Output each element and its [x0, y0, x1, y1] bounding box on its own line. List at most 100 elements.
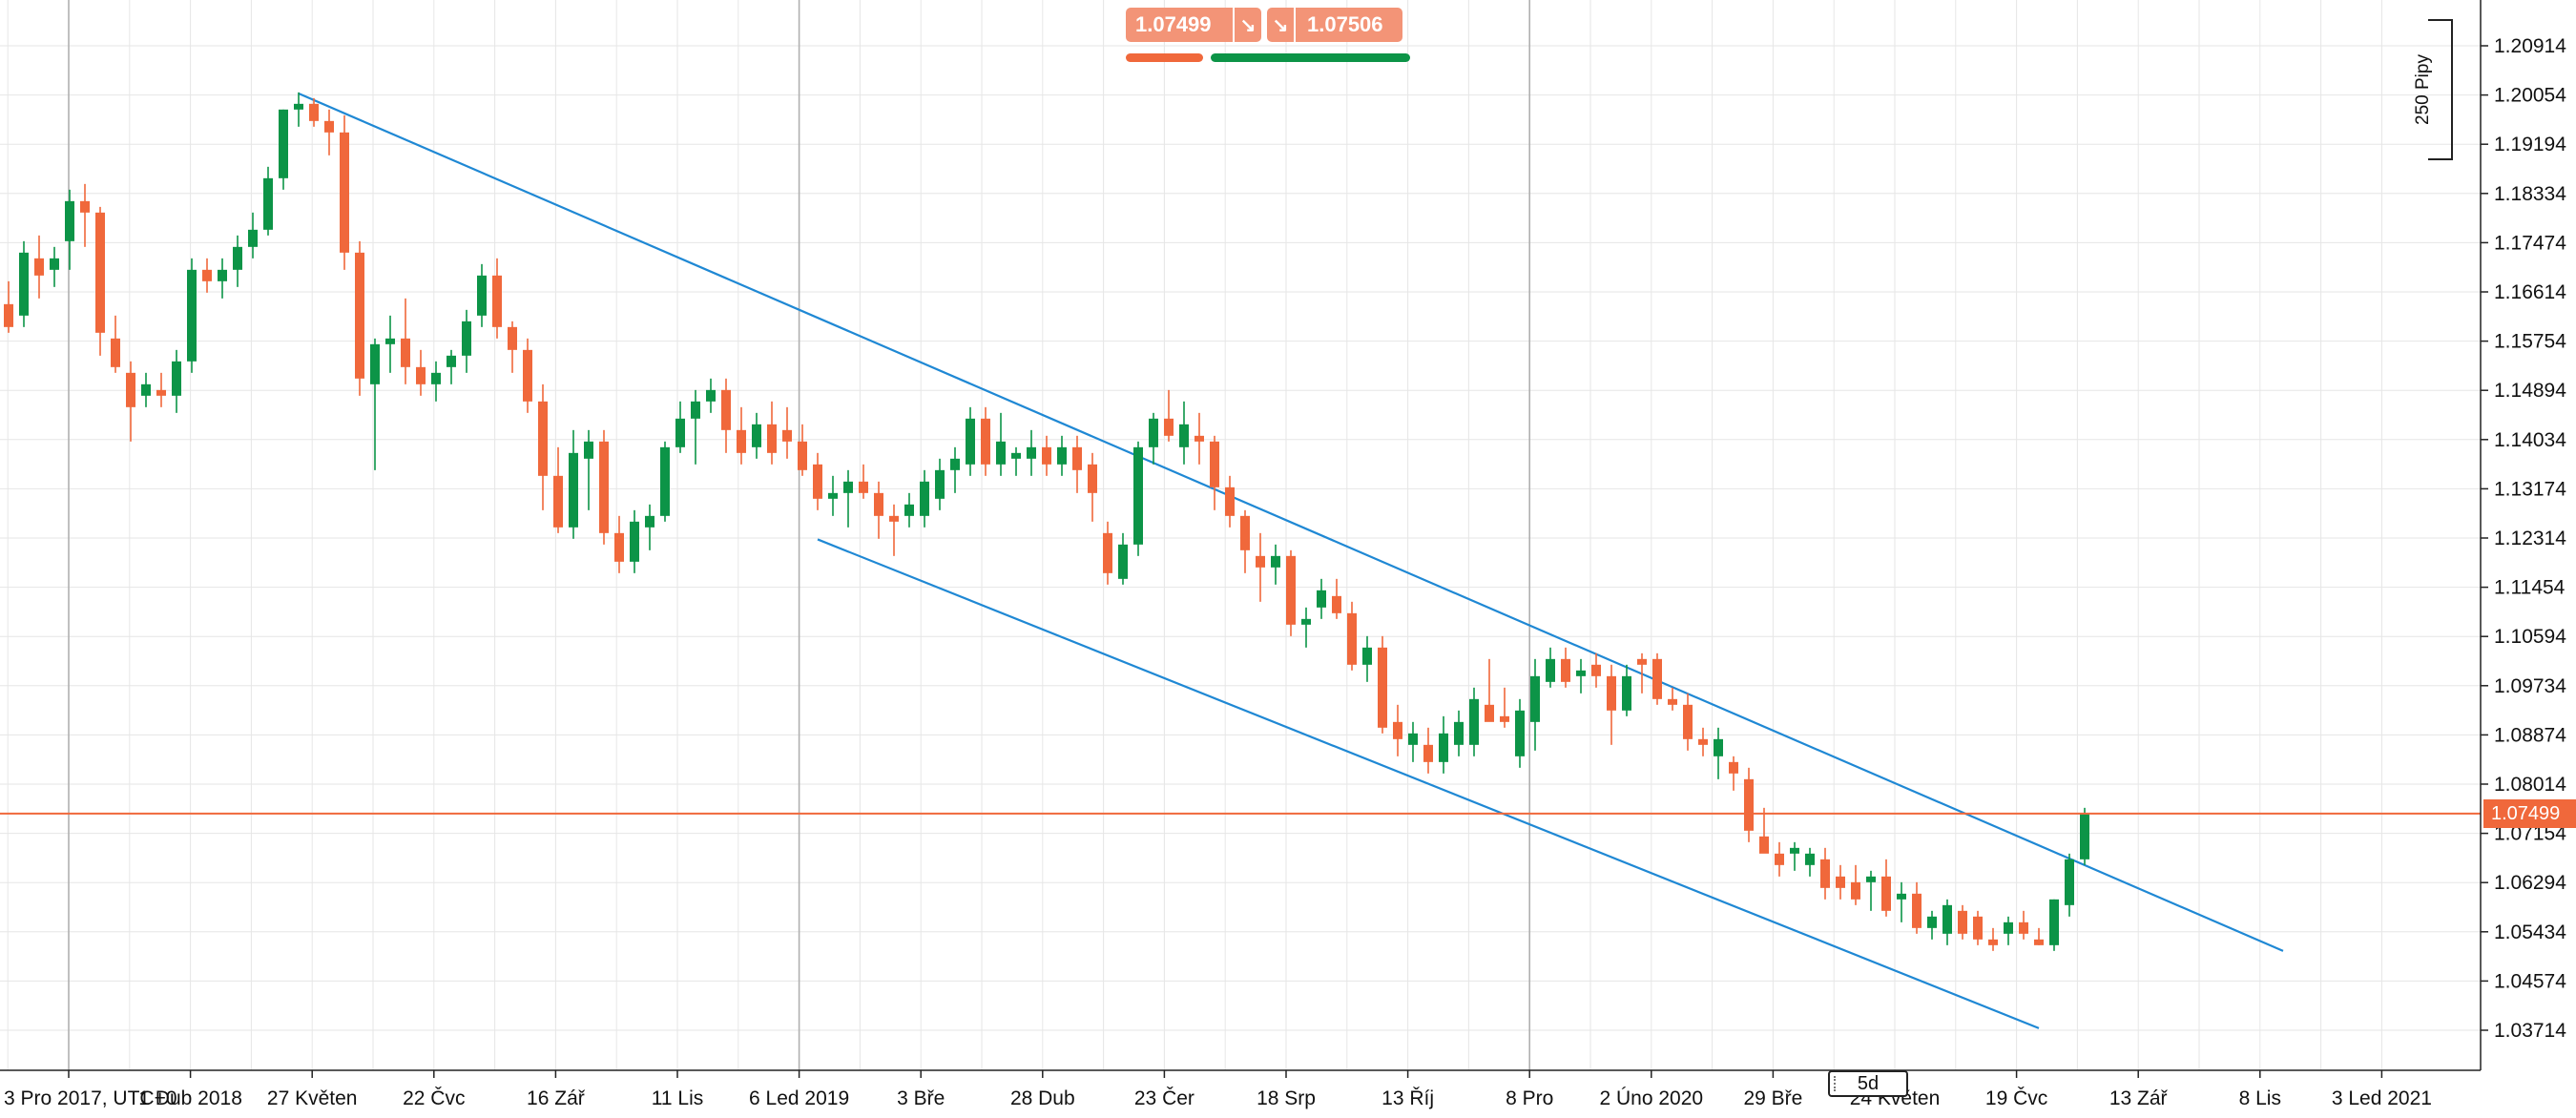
candle: [1988, 927, 1998, 951]
candle-body: [1500, 715, 1509, 722]
x-tick-label: 3 Pro 2017, UTC+0: [4, 1087, 177, 1109]
candle: [1881, 859, 1891, 917]
y-tick-label: 1.06294: [2494, 872, 2566, 894]
candle-body: [1256, 555, 1265, 568]
candle-body: [1927, 916, 1937, 928]
candle: [584, 429, 593, 510]
sell-button[interactable]: 1.07499 ↘: [1126, 8, 1261, 42]
candle: [843, 469, 853, 528]
candle-body: [1317, 590, 1326, 608]
candle-body: [1393, 721, 1402, 739]
candle-body: [1546, 658, 1555, 682]
candle-body: [553, 475, 563, 528]
candle: [218, 258, 227, 299]
candle-body: [1271, 555, 1280, 568]
candle: [2034, 927, 2044, 945]
y-tick-label: 1.08014: [2494, 774, 2566, 796]
candle-body: [584, 441, 593, 459]
candle-body: [2034, 939, 2044, 945]
candle: [767, 401, 777, 465]
candle: [492, 258, 502, 339]
candle-body: [1149, 418, 1158, 447]
x-tick-label: 19 Čvc: [1985, 1087, 2047, 1109]
candle: [1271, 544, 1280, 585]
price-axis[interactable]: 1.20914 1.20054 1.19194 1.18334 1.17474 1.166…: [2480, 0, 2566, 1070]
candle: [752, 412, 761, 459]
candle-body: [1469, 698, 1479, 745]
x-tick-label: 16 Zář: [527, 1087, 586, 1109]
candle-body: [935, 469, 945, 499]
candle-body: [1561, 658, 1570, 682]
candle: [1317, 578, 1326, 619]
candle: [447, 349, 456, 384]
candle: [675, 401, 685, 453]
trendlines[interactable]: [298, 93, 2284, 1029]
candle: [538, 383, 548, 510]
candle-body: [1912, 893, 1922, 928]
candle-body: [1454, 721, 1464, 745]
candle-body: [1652, 658, 1662, 699]
y-tick-label: 1.20914: [2494, 35, 2566, 57]
candle-body: [889, 515, 899, 522]
candle-body: [752, 424, 761, 447]
pips-ruler[interactable]: [2428, 19, 2453, 160]
candle: [1057, 435, 1067, 476]
candle: [65, 189, 74, 270]
candle-body: [920, 481, 929, 516]
candle: [1393, 704, 1402, 756]
candle: [187, 258, 197, 373]
candle: [1897, 881, 1906, 922]
candle-body: [767, 424, 777, 453]
candle: [2065, 853, 2074, 917]
candle-body: [828, 492, 838, 499]
candle: [263, 166, 273, 236]
candle: [1042, 435, 1051, 476]
candle-body: [309, 103, 319, 121]
candle-body: [1164, 418, 1174, 436]
candle-body: [248, 229, 258, 247]
candle: [1973, 910, 1983, 945]
time-axis[interactable]: 3 Pro 2017, UTC+01 Dub 2018 27 Květen 22 Č…: [0, 1069, 2481, 1109]
candle: [737, 406, 746, 465]
candle-body: [1362, 647, 1372, 665]
y-tick-label: 1.07154: [2494, 823, 2566, 845]
candle: [721, 378, 731, 453]
candle-body: [1378, 647, 1387, 728]
y-tick-label: 1.09734: [2494, 675, 2566, 697]
candle: [1149, 412, 1158, 465]
candle: [4, 280, 13, 333]
candle: [1790, 841, 1799, 871]
candle-body: [1027, 446, 1036, 459]
candle-body: [1225, 487, 1235, 516]
candle: [1515, 698, 1525, 768]
candle-body: [721, 389, 731, 430]
candle-body: [477, 275, 487, 316]
buy-button[interactable]: ↘ 1.07506: [1267, 8, 1402, 42]
candle: [1744, 767, 1754, 842]
candle-body: [1958, 910, 1967, 934]
candle-body: [1133, 446, 1143, 545]
candle: [1668, 687, 1677, 711]
candle-body: [1103, 532, 1112, 573]
candle: [233, 235, 242, 287]
candle-body: [1622, 675, 1631, 711]
candle: [2019, 910, 2028, 940]
y-tick-label: 1.03714: [2494, 1020, 2566, 1042]
candles: [4, 92, 2089, 951]
x-tick-label: 27 Květen: [267, 1087, 358, 1109]
trendline[interactable]: [298, 93, 2284, 952]
timeframe-button[interactable]: 5d: [1828, 1070, 1908, 1097]
candle: [660, 441, 670, 522]
candle: [782, 406, 792, 459]
candle-body: [1195, 435, 1204, 442]
candle: [1225, 475, 1235, 528]
candle: [553, 446, 563, 533]
trendline[interactable]: [817, 538, 2040, 1029]
candle: [1683, 693, 1693, 751]
x-tick-label: 13 Zář: [2109, 1087, 2169, 1109]
candle: [1485, 658, 1494, 722]
candle: [706, 378, 716, 413]
candle-body: [1530, 675, 1540, 722]
candle: [324, 109, 334, 155]
